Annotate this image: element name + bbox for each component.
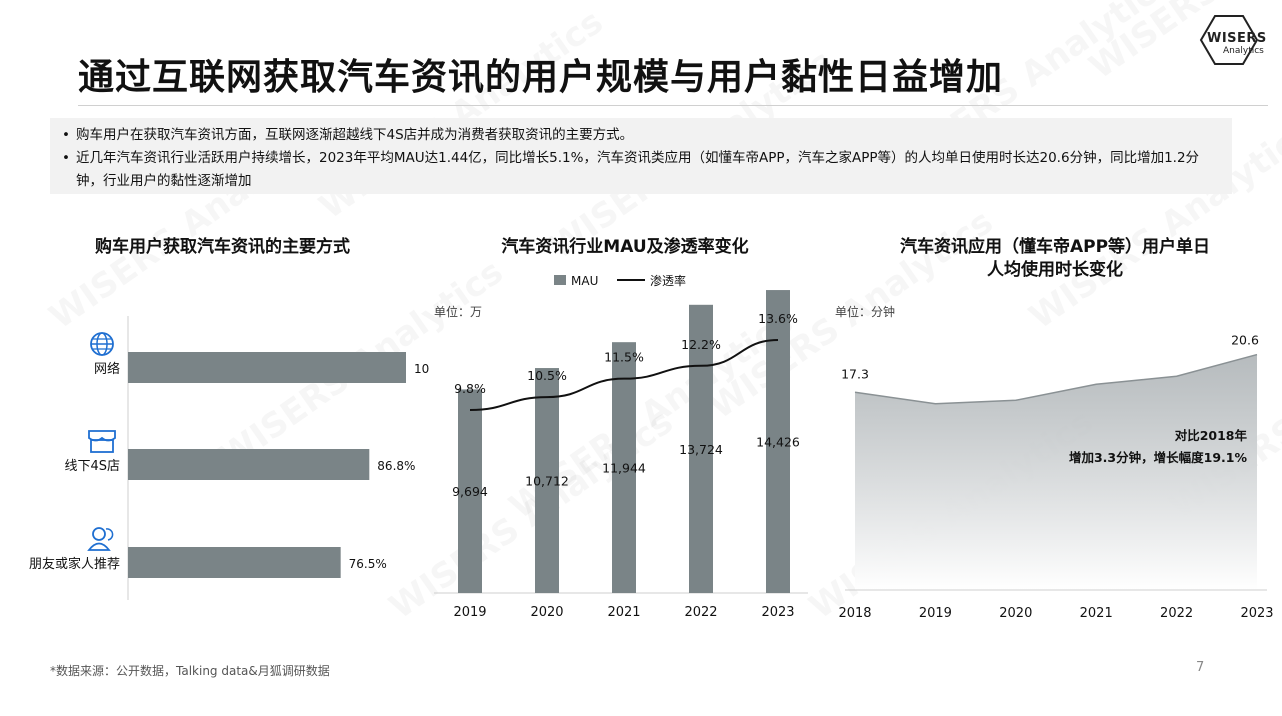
chart2-title: 汽车资讯行业MAU及渗透率变化 [501, 237, 749, 257]
chart2-bar [612, 342, 636, 593]
title-divider [78, 105, 1268, 106]
chart2-bar-label: 13,724 [679, 442, 723, 457]
chart3-area: 单位：分钟 2018 2019 2020 2021 2022 2023 17.3 20.6 对比2… [835, 304, 1274, 621]
chart3-x-tick: 2018 [838, 606, 871, 621]
chart1-horizontal-bar: 100% 网络 86.8% 线下4S店 76.5% 朋友或家人推荐 [29, 316, 430, 600]
chart2-bar-label: 14,426 [756, 435, 800, 450]
chart2-x-tick: 2022 [684, 605, 717, 620]
chart3-title: 汽车资讯应用（懂车帝APP等）用户单日 人均使用时长变化 [840, 236, 1270, 282]
chart2-x-tick: 2023 [761, 605, 794, 620]
chart1-bar [128, 352, 406, 383]
chart3-x-tick: 2021 [1080, 606, 1113, 621]
chart1-data-label: 86.8% [377, 459, 415, 473]
chart2-unit: 单位：万 [434, 304, 482, 319]
chart2-x-tick: 2021 [607, 605, 640, 620]
chart1-title: 购车用户获取汽车资讯的主要方式 [95, 237, 350, 257]
globe-icon [90, 332, 114, 356]
logo-wordmark: WISERS [1207, 31, 1267, 46]
summary-bullet: 购车用户在获取汽车资讯方面，互联网逐渐超越线下4S店并成为消费者获取资讯的主要方… [60, 124, 1222, 147]
legend-mau-swatch [554, 275, 566, 285]
chart1-data-label: 76.5% [349, 557, 387, 571]
people-icon [87, 527, 114, 551]
page-number: 7 [1196, 660, 1205, 675]
person-body [87, 542, 111, 551]
chart3-line [854, 353, 1258, 405]
chart2-x-tick: 2020 [530, 605, 563, 620]
legend-rate-label: 渗透率 [650, 273, 686, 288]
chart2-rate-label: 13.6% [758, 311, 798, 326]
chart1-category-label: 朋友或家人推荐 [29, 556, 120, 572]
hexagon-logo-icon [1199, 15, 1259, 65]
chart1-data-label: 100% [414, 362, 430, 376]
summary-box: 购车用户在获取汽车资讯方面，互联网逐渐超越线下4S店并成为消费者获取资讯的主要方… [50, 118, 1232, 194]
legend-mau-label: MAU [571, 274, 598, 288]
chart3-x-tick: 2023 [1240, 606, 1273, 621]
chart3-x-tick: 2019 [919, 606, 952, 621]
chart1-bar [128, 547, 341, 578]
person-head [92, 527, 106, 541]
chart3-unit: 单位：分钟 [835, 304, 895, 319]
chart2-rate-label: 9.8% [454, 381, 486, 396]
chart3-point-label: 17.3 [841, 366, 869, 381]
chart3-x-tick: 2020 [999, 606, 1032, 621]
chart2-bar [458, 389, 482, 593]
chart3-title-line: 汽车资讯应用（懂车帝APP等）用户单日 [899, 237, 1211, 257]
chart3-annotation-line: 对比2018年 [1175, 428, 1248, 443]
page-title: 通过互联网获取汽车资讯的用户规模与用户黏性日益增加 [78, 57, 1004, 98]
chart2-x-tick: 2019 [453, 605, 486, 620]
chart3-title-line: 人均使用时长变化 [987, 260, 1123, 280]
chart2-rate-label: 11.5% [604, 350, 644, 365]
chart1-category-label: 网络 [94, 361, 120, 377]
chart1-bar [128, 449, 370, 480]
chart2-bar-label: 11,944 [602, 461, 646, 476]
summary-list: 购车用户在获取汽车资讯方面，互联网逐渐超越线下4S店并成为消费者获取资讯的主要方… [60, 124, 1222, 193]
data-source-note: *数据来源：公开数据，Talking data&月狐调研数据 [50, 664, 330, 678]
chart2-rate-line [469, 339, 779, 411]
summary-bullet: 近几年汽车资讯行业活跃用户持续增长，2023年平均MAU达1.44亿，同比增长5… [60, 147, 1222, 193]
chart3-annotation-line: 增加3.3分钟，增长幅度19.1% [1069, 450, 1247, 465]
store-awning [88, 430, 116, 442]
chart2-bar [689, 304, 713, 593]
chart2-rate-label: 10.5% [527, 368, 567, 383]
storefront-icon [88, 430, 116, 453]
person2-head [105, 528, 114, 541]
brand-logo: WISERS Analytics [1193, 14, 1266, 66]
chart2-rate-label: 12.2% [681, 337, 721, 352]
chart3-x-tick: 2022 [1160, 606, 1193, 621]
chart2-bar-label: 9,694 [452, 484, 488, 499]
chart3-point-label: 20.6 [1231, 333, 1259, 348]
store-body [90, 439, 114, 453]
chart2-bar [535, 368, 559, 593]
chart3-area-fill [855, 354, 1257, 590]
chart2-bar-label: 10,712 [525, 474, 569, 489]
logo-subtitle: Analytics [1223, 46, 1264, 56]
chart1-category-label: 线下4S店 [64, 459, 120, 474]
